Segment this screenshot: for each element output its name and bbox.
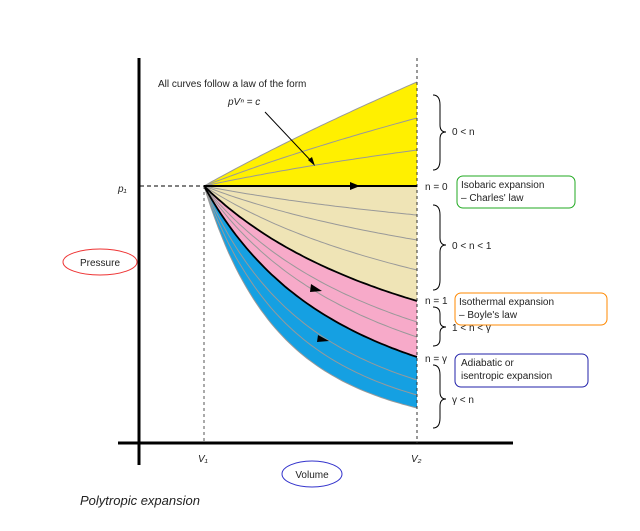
brace — [432, 94, 447, 171]
brace — [432, 204, 447, 291]
v1-label: V₁ — [198, 454, 208, 465]
curve — [203, 185, 418, 271]
curve — [203, 185, 418, 358]
arrowhead — [308, 157, 315, 166]
y-axis-label: Pressure — [80, 258, 120, 269]
curve — [203, 149, 418, 187]
process-line: – Charles' law — [461, 193, 524, 204]
arrow — [310, 284, 322, 292]
process-line: Isobaric expansion — [461, 180, 544, 191]
curve — [203, 185, 418, 241]
process-line: Isothermal expansion — [459, 297, 554, 308]
formula: pVⁿ = c — [227, 97, 260, 108]
annotation-text: All curves follow a law of the form — [158, 79, 306, 90]
areas — [204, 82, 417, 408]
curve — [203, 185, 418, 302]
curve — [203, 185, 418, 216]
arrow — [350, 182, 360, 190]
range-label: 1 < n < γ — [452, 323, 491, 334]
process-line: – Boyle's law — [459, 310, 518, 321]
volume-ellipse — [281, 460, 343, 488]
region — [204, 186, 417, 301]
process-box — [454, 292, 608, 326]
region — [204, 186, 417, 408]
process-box — [456, 175, 576, 209]
curve — [203, 81, 418, 187]
curve — [203, 185, 418, 409]
brace — [432, 364, 447, 429]
range-label: 0 < n < 1 — [452, 241, 492, 252]
pressure-ellipse — [62, 248, 138, 276]
process-line: Adiabatic or — [461, 358, 514, 369]
curve — [203, 117, 418, 187]
curve-label: n = 0 — [425, 182, 448, 193]
v2-label: V₂ — [411, 454, 422, 465]
arrow — [317, 335, 329, 342]
region — [204, 82, 417, 186]
curve — [203, 185, 418, 323]
brace — [432, 306, 447, 347]
process-box — [454, 353, 589, 388]
range-label: 0 < n — [452, 127, 475, 138]
curve-label: n = 1 — [425, 296, 448, 307]
process-line: isentropic expansion — [461, 371, 552, 382]
region — [204, 186, 417, 357]
range-label: γ < n — [452, 395, 474, 406]
curve — [203, 185, 418, 381]
curve — [203, 185, 418, 396]
caption: Polytropic expansion — [80, 493, 200, 508]
curve-label: n = γ — [425, 354, 447, 365]
p1-label: p₁ — [117, 184, 127, 195]
x-axis-label: Volume — [295, 470, 329, 481]
annotation-arrow — [264, 111, 314, 164]
